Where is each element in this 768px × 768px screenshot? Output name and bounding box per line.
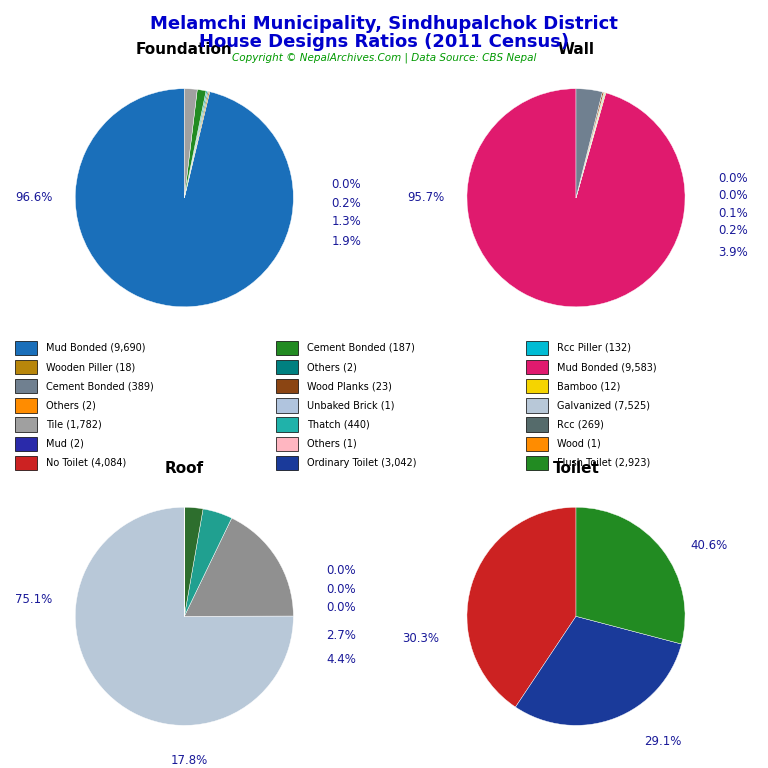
Wedge shape bbox=[576, 92, 604, 198]
Bar bbox=[276, 437, 298, 451]
Wedge shape bbox=[184, 91, 207, 198]
Text: Others (2): Others (2) bbox=[307, 362, 357, 372]
Bar bbox=[526, 418, 548, 432]
Wedge shape bbox=[184, 88, 197, 198]
Text: 0.2%: 0.2% bbox=[332, 197, 361, 210]
Bar bbox=[276, 360, 298, 374]
Bar bbox=[15, 437, 37, 451]
Text: 0.0%: 0.0% bbox=[326, 601, 356, 614]
Text: 96.6%: 96.6% bbox=[15, 191, 52, 204]
Bar bbox=[15, 379, 37, 393]
Bar bbox=[526, 456, 548, 470]
Wedge shape bbox=[576, 92, 604, 198]
Bar bbox=[526, 399, 548, 412]
Text: Wood (1): Wood (1) bbox=[557, 439, 601, 449]
Text: Tile (1,782): Tile (1,782) bbox=[46, 419, 102, 429]
Bar bbox=[276, 341, 298, 355]
Bar bbox=[276, 418, 298, 432]
Wedge shape bbox=[75, 88, 293, 306]
Text: 0.1%: 0.1% bbox=[718, 207, 747, 220]
Bar bbox=[276, 399, 298, 412]
Text: 0.0%: 0.0% bbox=[718, 171, 747, 184]
Text: 29.1%: 29.1% bbox=[644, 735, 682, 748]
Text: Mud Bonded (9,583): Mud Bonded (9,583) bbox=[557, 362, 657, 372]
Wedge shape bbox=[467, 88, 685, 306]
Wedge shape bbox=[75, 508, 293, 725]
Bar bbox=[15, 399, 37, 412]
Title: Roof: Roof bbox=[165, 461, 204, 476]
Title: Foundation: Foundation bbox=[136, 42, 233, 58]
Text: Thatch (440): Thatch (440) bbox=[307, 419, 370, 429]
Wedge shape bbox=[467, 508, 576, 707]
Bar bbox=[526, 379, 548, 393]
Text: Others (2): Others (2) bbox=[46, 400, 96, 410]
Text: 30.3%: 30.3% bbox=[402, 631, 439, 644]
Wedge shape bbox=[576, 92, 605, 198]
Wedge shape bbox=[184, 91, 209, 198]
Bar bbox=[526, 360, 548, 374]
Text: 0.0%: 0.0% bbox=[718, 189, 747, 202]
Text: Bamboo (12): Bamboo (12) bbox=[557, 381, 621, 391]
Text: Mud Bonded (9,690): Mud Bonded (9,690) bbox=[46, 343, 146, 353]
Text: 1.9%: 1.9% bbox=[332, 235, 362, 248]
Bar bbox=[526, 341, 548, 355]
Text: Others (1): Others (1) bbox=[307, 439, 357, 449]
Wedge shape bbox=[184, 509, 232, 616]
Text: Unbaked Brick (1): Unbaked Brick (1) bbox=[307, 400, 395, 410]
Bar bbox=[15, 341, 37, 355]
Text: Copyright © NepalArchives.Com | Data Source: CBS Nepal: Copyright © NepalArchives.Com | Data Sou… bbox=[232, 52, 536, 63]
Wedge shape bbox=[515, 616, 681, 725]
Bar bbox=[526, 437, 548, 451]
Bar bbox=[276, 379, 298, 393]
Text: Rcc Piller (132): Rcc Piller (132) bbox=[557, 343, 631, 353]
Text: 2.7%: 2.7% bbox=[326, 630, 356, 643]
Wedge shape bbox=[184, 518, 293, 616]
Text: Mud (2): Mud (2) bbox=[46, 439, 84, 449]
Text: 3.9%: 3.9% bbox=[718, 246, 747, 259]
Text: 0.0%: 0.0% bbox=[326, 564, 356, 577]
Text: 17.8%: 17.8% bbox=[171, 753, 208, 766]
Bar bbox=[276, 456, 298, 470]
Text: 40.6%: 40.6% bbox=[690, 539, 728, 552]
Text: Ordinary Toilet (3,042): Ordinary Toilet (3,042) bbox=[307, 458, 417, 468]
Wedge shape bbox=[184, 91, 210, 198]
Text: 0.0%: 0.0% bbox=[326, 583, 356, 595]
Text: Rcc (269): Rcc (269) bbox=[557, 419, 604, 429]
Text: Wooden Piller (18): Wooden Piller (18) bbox=[46, 362, 135, 372]
Text: 95.7%: 95.7% bbox=[407, 191, 444, 204]
Text: Melamchi Municipality, Sindhupalchok District: Melamchi Municipality, Sindhupalchok Dis… bbox=[150, 15, 618, 33]
Bar bbox=[15, 456, 37, 470]
Bar bbox=[15, 360, 37, 374]
Title: Toilet: Toilet bbox=[552, 461, 600, 476]
Text: Galvanized (7,525): Galvanized (7,525) bbox=[557, 400, 650, 410]
Text: 75.1%: 75.1% bbox=[15, 594, 52, 607]
Text: Wood Planks (23): Wood Planks (23) bbox=[307, 381, 392, 391]
Text: Cement Bonded (389): Cement Bonded (389) bbox=[46, 381, 154, 391]
Text: 4.4%: 4.4% bbox=[326, 654, 356, 667]
Text: 0.2%: 0.2% bbox=[718, 224, 747, 237]
Wedge shape bbox=[184, 90, 206, 198]
Title: Wall: Wall bbox=[558, 42, 594, 58]
Text: 1.3%: 1.3% bbox=[332, 215, 361, 228]
Wedge shape bbox=[576, 88, 602, 198]
Text: Flush Toilet (2,923): Flush Toilet (2,923) bbox=[557, 458, 650, 468]
Wedge shape bbox=[576, 508, 685, 644]
Bar bbox=[15, 418, 37, 432]
Text: 0.0%: 0.0% bbox=[332, 178, 361, 191]
Text: No Toilet (4,084): No Toilet (4,084) bbox=[46, 458, 126, 468]
Wedge shape bbox=[184, 508, 203, 616]
Text: House Designs Ratios (2011 Census): House Designs Ratios (2011 Census) bbox=[199, 33, 569, 51]
Wedge shape bbox=[576, 93, 606, 198]
Text: Cement Bonded (187): Cement Bonded (187) bbox=[307, 343, 415, 353]
